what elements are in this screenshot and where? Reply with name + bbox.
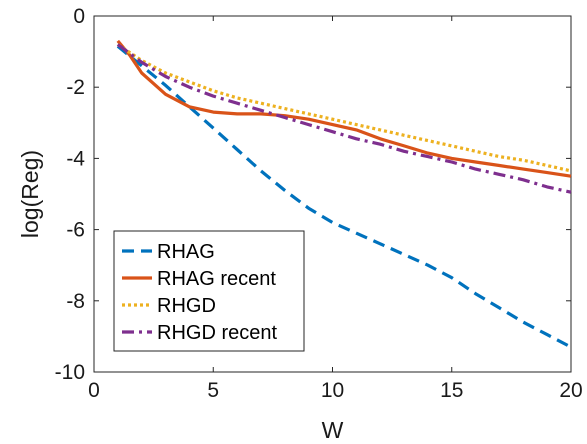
- x-tick-label: 15: [440, 379, 463, 402]
- y-axis-label: log(Reg): [17, 150, 43, 238]
- legend-label: RHGD recent: [157, 322, 277, 344]
- x-axis-label: W: [322, 417, 344, 443]
- y-tick-label: 0: [73, 5, 85, 28]
- y-tick-label: -2: [66, 76, 85, 99]
- x-tick-label: 10: [321, 379, 344, 402]
- series-line-rhgd: [116, 43, 572, 173]
- y-tick-label: -8: [66, 290, 85, 313]
- plot-area: 0 5 10 15 20 0 -2 -4 -6 -8 -10: [55, 5, 583, 402]
- y-tick-label: -6: [66, 219, 85, 242]
- legend: RHAG RHAG recent RHGD RHGD recent: [113, 230, 305, 352]
- x-tick-label: 20: [559, 379, 582, 402]
- y-tick-label: -10: [55, 361, 85, 384]
- x-tick-label: 5: [207, 379, 219, 402]
- legend-label: RHAG: [157, 241, 215, 263]
- series-line-rhag-recent: [116, 39, 572, 178]
- series-line-rhgd-recent: [116, 43, 572, 194]
- y-tick-label: -4: [66, 147, 85, 170]
- x-tick-label: 0: [88, 379, 100, 402]
- legend-label: RHAG recent: [157, 268, 276, 290]
- series-line-rhag: [116, 45, 572, 349]
- legend-label: RHGD: [157, 295, 216, 317]
